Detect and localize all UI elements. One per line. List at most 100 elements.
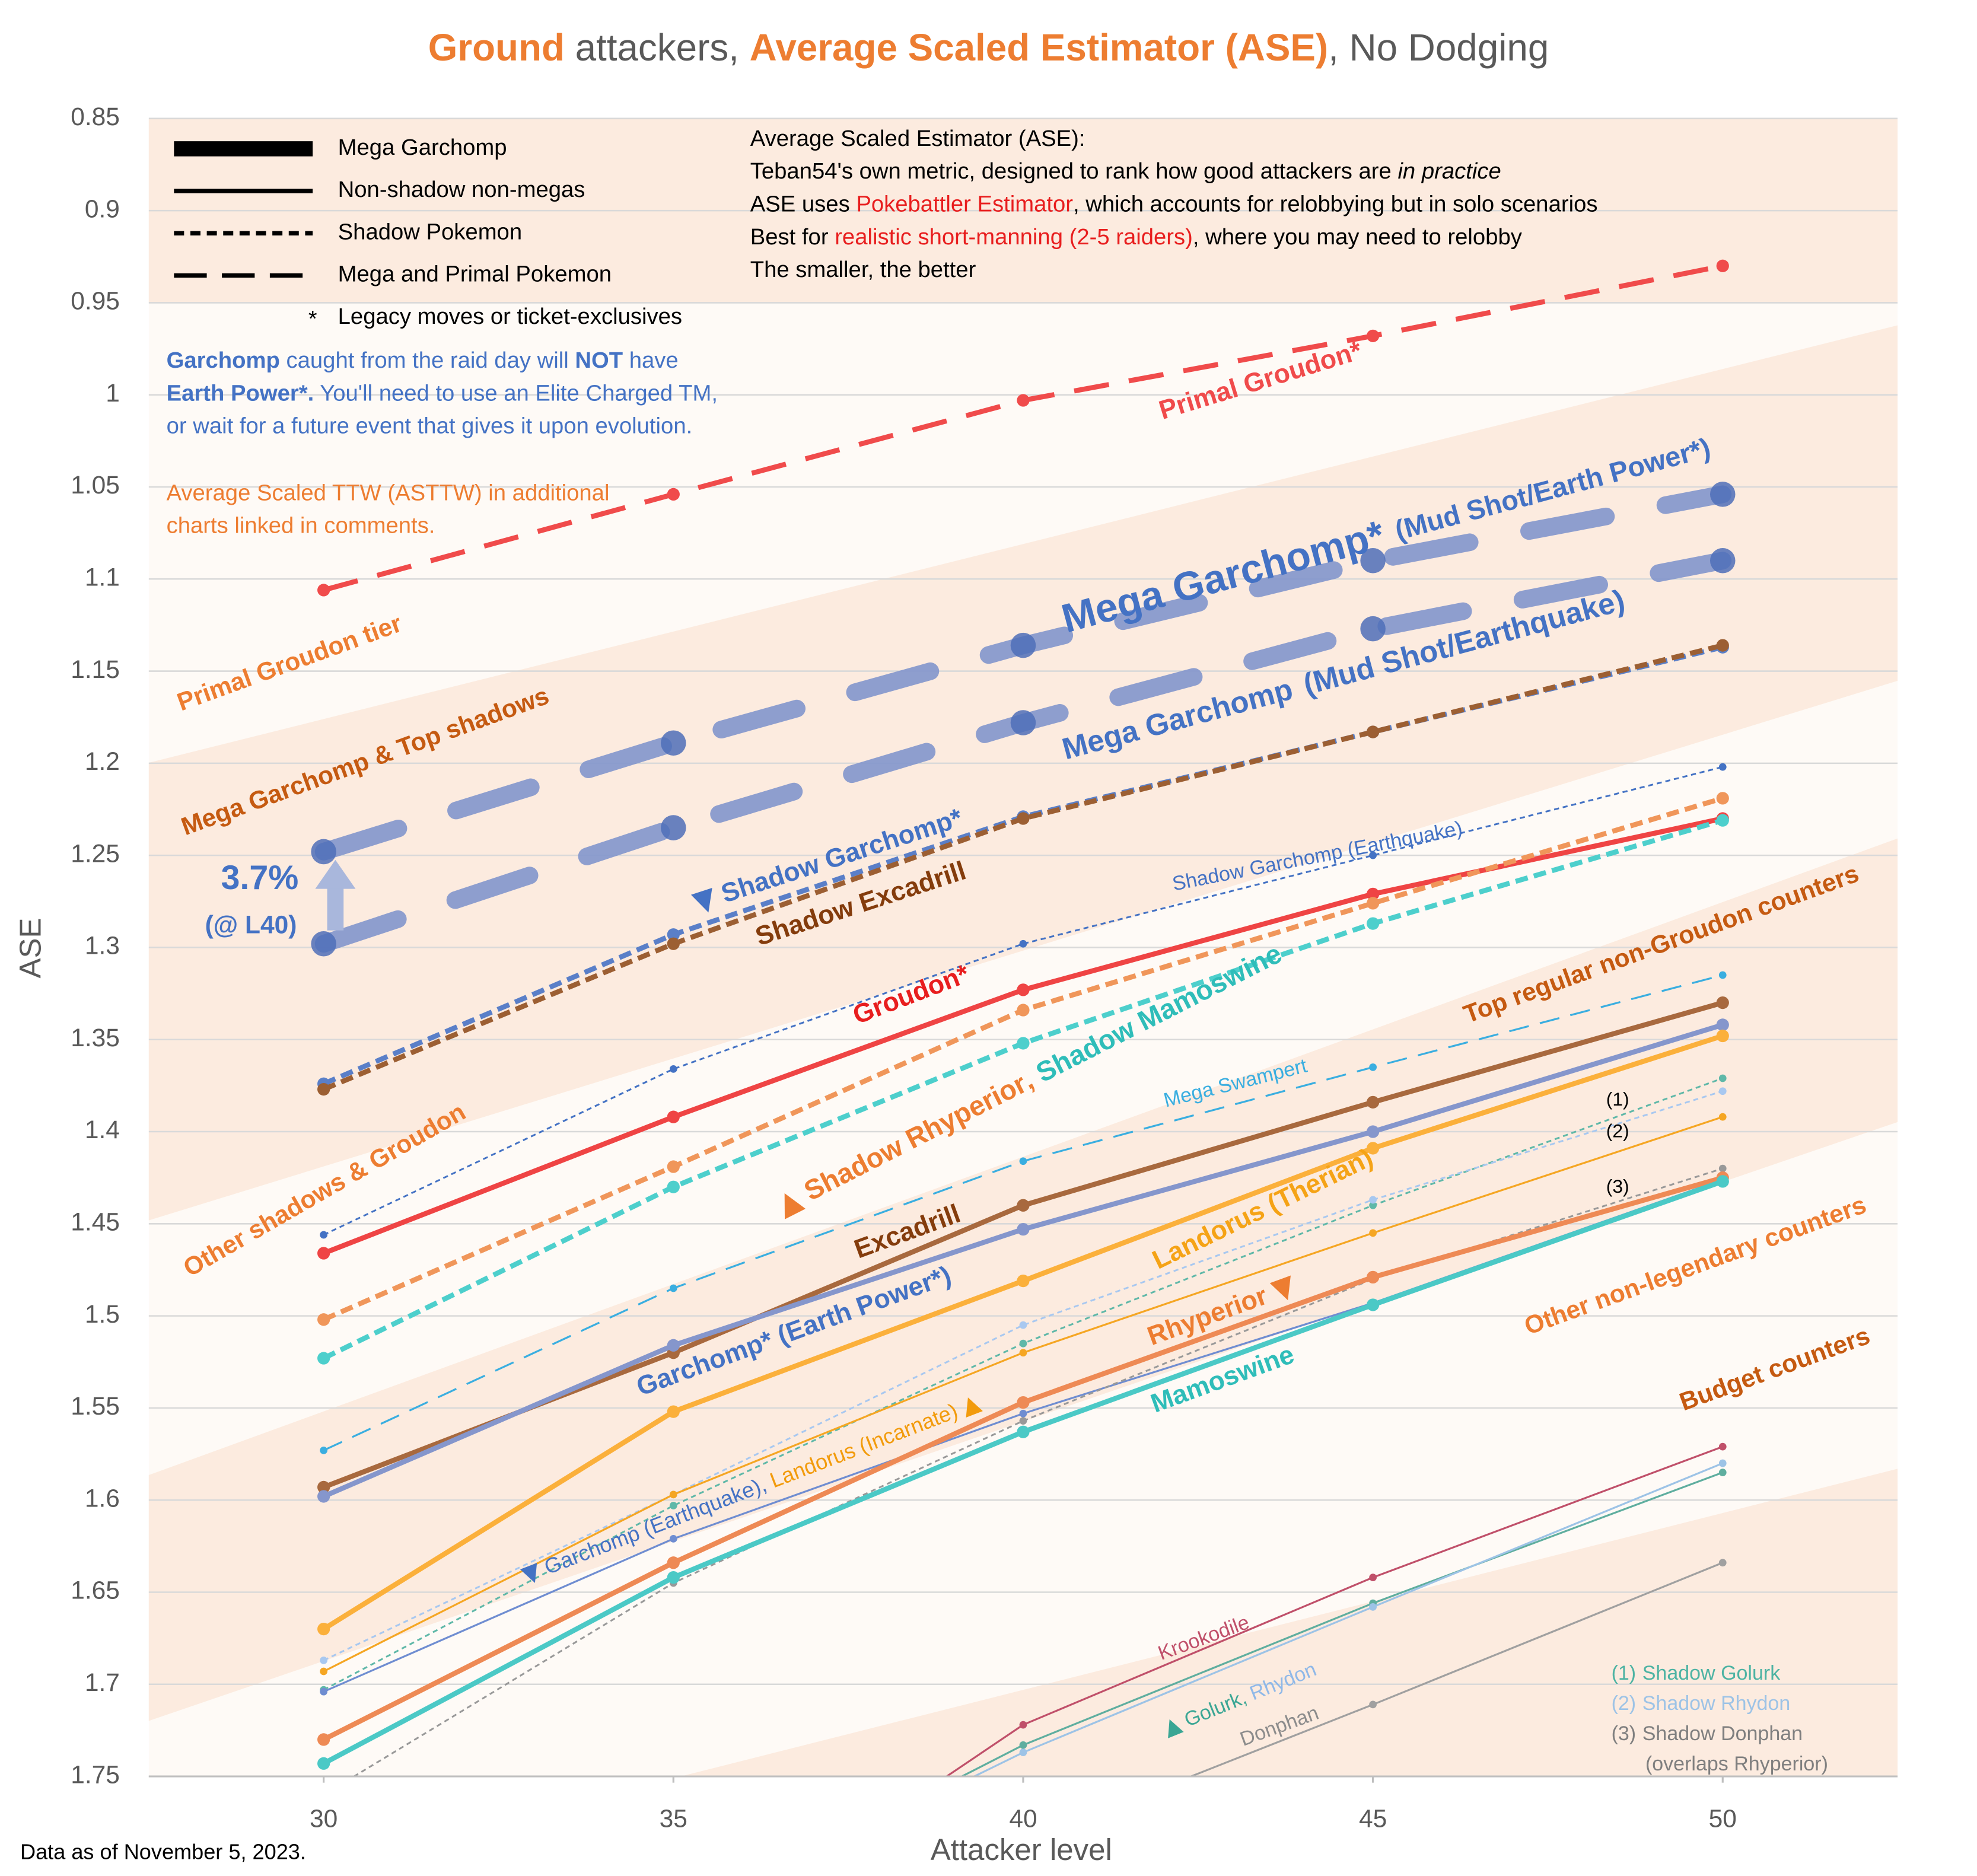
data-point xyxy=(667,1339,680,1352)
garchomp-note-run: Garchomp xyxy=(167,348,280,373)
data-point xyxy=(1366,1298,1380,1311)
data-point xyxy=(1718,1087,1727,1095)
garchomp-note-run: have xyxy=(623,348,679,373)
data-point xyxy=(1369,1574,1377,1582)
ase-note-line: Teban54's own metric, designed to rank h… xyxy=(750,158,1501,184)
ase-note-run: in practice xyxy=(1397,158,1501,184)
title-part: , No Dodging xyxy=(1328,26,1549,69)
y-tick-label: 1.1 xyxy=(85,564,120,592)
footnote-name: Shadow Donphan xyxy=(1642,1722,1803,1745)
data-point xyxy=(317,1247,330,1260)
tier-band xyxy=(680,1469,1898,1777)
garchomp-note-run: You'll need to use an Elite Charged TM, xyxy=(314,380,718,406)
y-tick-label: 1.7 xyxy=(85,1669,120,1697)
data-point xyxy=(1369,851,1377,859)
x-tick-label: 35 xyxy=(660,1805,687,1833)
label-marker xyxy=(966,1397,983,1418)
data-point xyxy=(1716,814,1729,827)
data-point xyxy=(1360,616,1386,642)
data-point xyxy=(1718,1469,1727,1476)
data-point xyxy=(667,1571,680,1584)
label-marker xyxy=(520,1563,537,1583)
data-point xyxy=(1017,1199,1030,1212)
legend-label: Mega Garchomp xyxy=(338,135,507,160)
data-point xyxy=(1017,1037,1030,1050)
data-point xyxy=(1019,1349,1027,1357)
data-point xyxy=(1366,1142,1380,1155)
data-point xyxy=(1369,1063,1377,1071)
label-marker xyxy=(1168,1719,1184,1738)
data-point xyxy=(317,1757,330,1770)
gap-arrow-head xyxy=(315,859,356,889)
ase-note-run: ASE uses xyxy=(750,192,857,217)
asttw-note-line: charts linked in comments. xyxy=(167,513,435,539)
legend-symbol: * xyxy=(308,306,317,332)
data-point xyxy=(1366,1125,1380,1138)
series-line xyxy=(960,1472,1723,1777)
data-point xyxy=(1017,394,1030,407)
data-point xyxy=(317,1622,330,1636)
gap-value: 3.7% xyxy=(221,859,298,897)
data-point xyxy=(320,1667,328,1676)
data-point xyxy=(1716,1029,1729,1043)
data-point xyxy=(1019,1721,1027,1729)
ase-note-line: The smaller, the better xyxy=(750,257,976,282)
data-point xyxy=(1017,1425,1030,1438)
data-point xyxy=(1718,1164,1727,1173)
data-point xyxy=(661,730,686,756)
ase-note-run: , which accounts for relobbying but in s… xyxy=(1073,192,1597,217)
label-marker xyxy=(784,1193,806,1219)
title-part: attackers, xyxy=(565,26,750,69)
series-line xyxy=(945,1445,1723,1777)
data-point xyxy=(1369,1700,1377,1709)
chart-title: Ground attackers, Average Scaled Estimat… xyxy=(428,26,1549,69)
y-tick-label: 1.4 xyxy=(85,1116,120,1144)
garchomp-note-run: caught from the raid day will xyxy=(280,348,575,373)
data-point xyxy=(1369,1201,1377,1209)
series-line xyxy=(323,1090,1723,1661)
data-point xyxy=(1017,983,1030,996)
data-point xyxy=(1716,996,1729,1009)
legend-label: Shadow Pokemon xyxy=(338,219,522,244)
legend-label: Legacy moves or ticket-exclusives xyxy=(338,304,682,329)
legend-label: Non-shadow non-megas xyxy=(338,177,585,202)
data-point xyxy=(317,1733,330,1746)
gap-level: (@ L40) xyxy=(205,912,297,939)
footnote-name: Shadow Golurk xyxy=(1642,1662,1781,1684)
footnote-mark: (1) xyxy=(1612,1662,1637,1684)
ase-note-run: Best for xyxy=(750,224,835,250)
footnote-name: Shadow Rhydon xyxy=(1642,1692,1791,1715)
data-point xyxy=(320,1231,328,1239)
data-point xyxy=(1369,1196,1377,1204)
y-tick-label: 0.9 xyxy=(85,195,120,223)
y-tick-label: 1 xyxy=(106,380,120,407)
data-point xyxy=(1017,1004,1030,1017)
y-tick-label: 1.5 xyxy=(85,1301,120,1329)
data-point xyxy=(1366,917,1380,930)
data-point xyxy=(667,1405,680,1418)
data-point xyxy=(1366,887,1380,901)
data-point xyxy=(667,937,680,950)
garchomp-note-run: Earth Power*. xyxy=(167,380,314,406)
data-point xyxy=(669,1065,677,1073)
data-point xyxy=(320,1657,328,1664)
data-point xyxy=(667,1556,680,1569)
data-point xyxy=(1710,547,1736,574)
y-tick-label: 1.25 xyxy=(71,840,120,868)
ase-note-line: ASE uses Pokebattler Estimator, which ac… xyxy=(750,192,1598,217)
y-tick-label: 1.35 xyxy=(71,1024,120,1052)
data-point xyxy=(317,1313,330,1326)
garchomp-note-line: Earth Power*. You'll need to use an Elit… xyxy=(167,380,718,406)
data-point xyxy=(1366,329,1380,342)
source-note: Data as of November 5, 2023. xyxy=(20,1839,306,1864)
asttw-note-line: Average Scaled TTW (ASTTW) in additional xyxy=(167,480,610,505)
footnote-note: (overlaps Rhyperior) xyxy=(1645,1753,1828,1775)
data-point xyxy=(1019,1417,1027,1425)
garchomp-note-run: or wait for a future event that gives it… xyxy=(167,413,693,439)
data-point xyxy=(667,928,680,941)
data-point xyxy=(1718,1459,1727,1467)
footnote: (1) Shadow Golurk xyxy=(1612,1662,1781,1684)
garchomp-note-line: Garchomp caught from the raid day will N… xyxy=(167,348,679,373)
data-point xyxy=(1360,547,1386,574)
data-point xyxy=(1718,1074,1727,1082)
